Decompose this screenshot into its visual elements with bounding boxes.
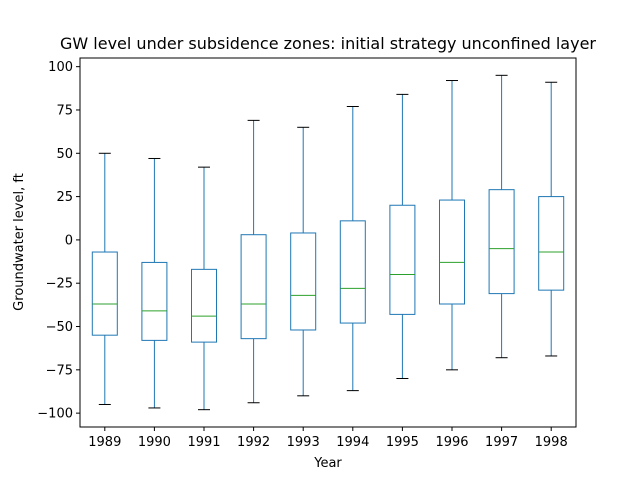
box-1996 xyxy=(439,199,465,305)
box-1993 xyxy=(290,232,317,331)
box-1998 xyxy=(538,196,565,291)
y-tick-label: −50 xyxy=(46,320,73,335)
x-tick-label: 1990 xyxy=(138,435,171,450)
y-tick-label: −75 xyxy=(46,363,73,378)
box-1991 xyxy=(191,268,217,343)
y-tick-label: −100 xyxy=(37,407,73,422)
x-tick-label: 1996 xyxy=(435,435,468,450)
box-1997 xyxy=(488,189,515,295)
y-tick-label: 25 xyxy=(56,190,73,205)
y-tick-label: 0 xyxy=(65,233,73,248)
chart-title: GW level under subsidence zones: initial… xyxy=(60,34,596,53)
x-tick-label: 1993 xyxy=(287,435,320,450)
x-tick-label: 1997 xyxy=(485,435,518,450)
box-1990 xyxy=(141,261,168,341)
box-1995 xyxy=(389,204,416,315)
y-tick-label: 50 xyxy=(56,147,73,162)
x-tick-label: 1994 xyxy=(336,435,369,450)
x-tick-label: 1989 xyxy=(88,435,121,450)
x-tick-label: 1991 xyxy=(187,435,220,450)
x-tick-label: 1995 xyxy=(386,435,419,450)
y-tick-label: −25 xyxy=(46,277,73,292)
x-tick-label: 1992 xyxy=(237,435,270,450)
axes-frame xyxy=(79,57,577,428)
y-axis-label: Groundwater level, ft xyxy=(12,173,27,311)
plot-area: 100 75 50 25 0 −25 −50 −75 −100 1989 1990 1991 1992 1… xyxy=(37,57,577,450)
y-tick-label: 100 xyxy=(48,60,73,75)
box-1994 xyxy=(339,220,366,324)
x-axis-label: Year xyxy=(313,456,342,471)
y-tick-label: 75 xyxy=(56,103,73,118)
x-tick-label: 1998 xyxy=(535,435,568,450)
box-1989 xyxy=(91,251,118,336)
box-1992 xyxy=(240,234,267,340)
